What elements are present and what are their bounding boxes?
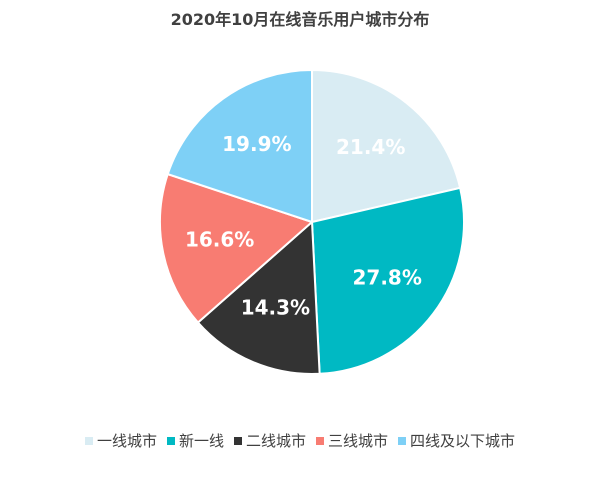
legend-item-4: 三线城市 <box>316 430 388 451</box>
slice-label-3: 14.3% <box>241 295 310 319</box>
legend-item-3: 二线城市 <box>233 430 306 451</box>
legend-label-3: 二线城市 <box>245 432 306 450</box>
legend-label-2: 新一线 <box>178 432 224 450</box>
legend-swatch-1 <box>84 436 93 445</box>
pie-slice-5 <box>166 68 313 224</box>
slice-label-4: 16.6% <box>185 227 254 251</box>
pie-slice-3 <box>196 219 321 375</box>
chart-title: 2020年10月在线音乐用户城市分布 <box>170 10 430 29</box>
pie-slice-4 <box>159 172 314 324</box>
legend-swatch-2 <box>166 436 175 445</box>
legend-label-1: 一线城市 <box>96 432 157 450</box>
legend-item-1: 一线城市 <box>84 430 157 451</box>
slice-label-1: 21.4% <box>336 135 405 159</box>
pie-slice-1 <box>311 68 462 224</box>
slice-label-5: 19.9% <box>222 132 291 156</box>
legend-swatch-4 <box>316 436 324 445</box>
legend-swatch-5 <box>398 436 407 445</box>
pie-slice-2 <box>310 186 465 375</box>
legend-item-2: 新一线 <box>166 430 224 451</box>
chart-legend: 一线城市 新一线 二线城市 三线城市 四线及以下城市 <box>0 430 600 451</box>
legend-swatch-3 <box>233 436 242 445</box>
legend-label-4: 三线城市 <box>328 432 389 450</box>
slice-label-2: 27.8% <box>352 265 421 289</box>
legend-item-5: 四线及以下城市 <box>398 430 515 451</box>
legend-label-5: 四线及以下城市 <box>410 432 516 450</box>
